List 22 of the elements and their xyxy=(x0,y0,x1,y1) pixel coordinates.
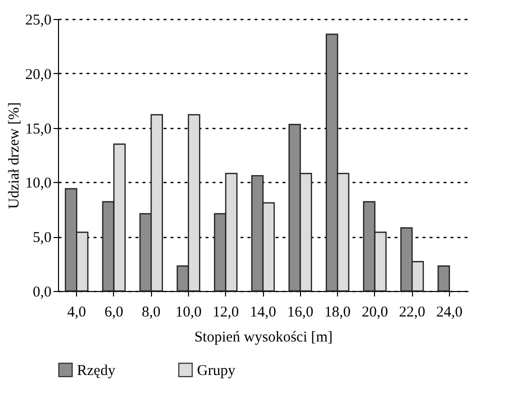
x-tick-label: 18,0 xyxy=(324,304,351,320)
legend-label: Grupy xyxy=(197,362,236,379)
x-tick-label: 6,0 xyxy=(104,304,124,320)
x-tick-label: 24,0 xyxy=(436,304,462,320)
x-tick-label: 20,0 xyxy=(362,304,388,320)
x-tick-label: 4,0 xyxy=(67,304,86,320)
legend-label: Rzędy xyxy=(77,362,116,379)
x-tick-label: 16,0 xyxy=(287,304,314,320)
y-tick-label: 20,0 xyxy=(25,66,52,83)
y-tick-label: 15,0 xyxy=(25,121,52,138)
x-tick-label: 10,0 xyxy=(175,304,202,320)
y-tick-label: 0,0 xyxy=(32,284,52,300)
y-axis-title: Udział drzew [%] xyxy=(6,102,22,209)
bar xyxy=(438,265,450,292)
x-tick-label: 8,0 xyxy=(142,304,161,320)
y-tick-label: 5,0 xyxy=(32,230,52,246)
x-axis-title: Stopień wysokości [m] xyxy=(194,330,333,346)
y-tick-label: 10,0 xyxy=(25,176,52,192)
y-tick-label: 25,0 xyxy=(25,12,52,28)
x-tick-label: 12,0 xyxy=(212,304,239,320)
x-tick-label: 14,0 xyxy=(250,304,276,320)
x-tick-label: 22,0 xyxy=(398,304,426,320)
